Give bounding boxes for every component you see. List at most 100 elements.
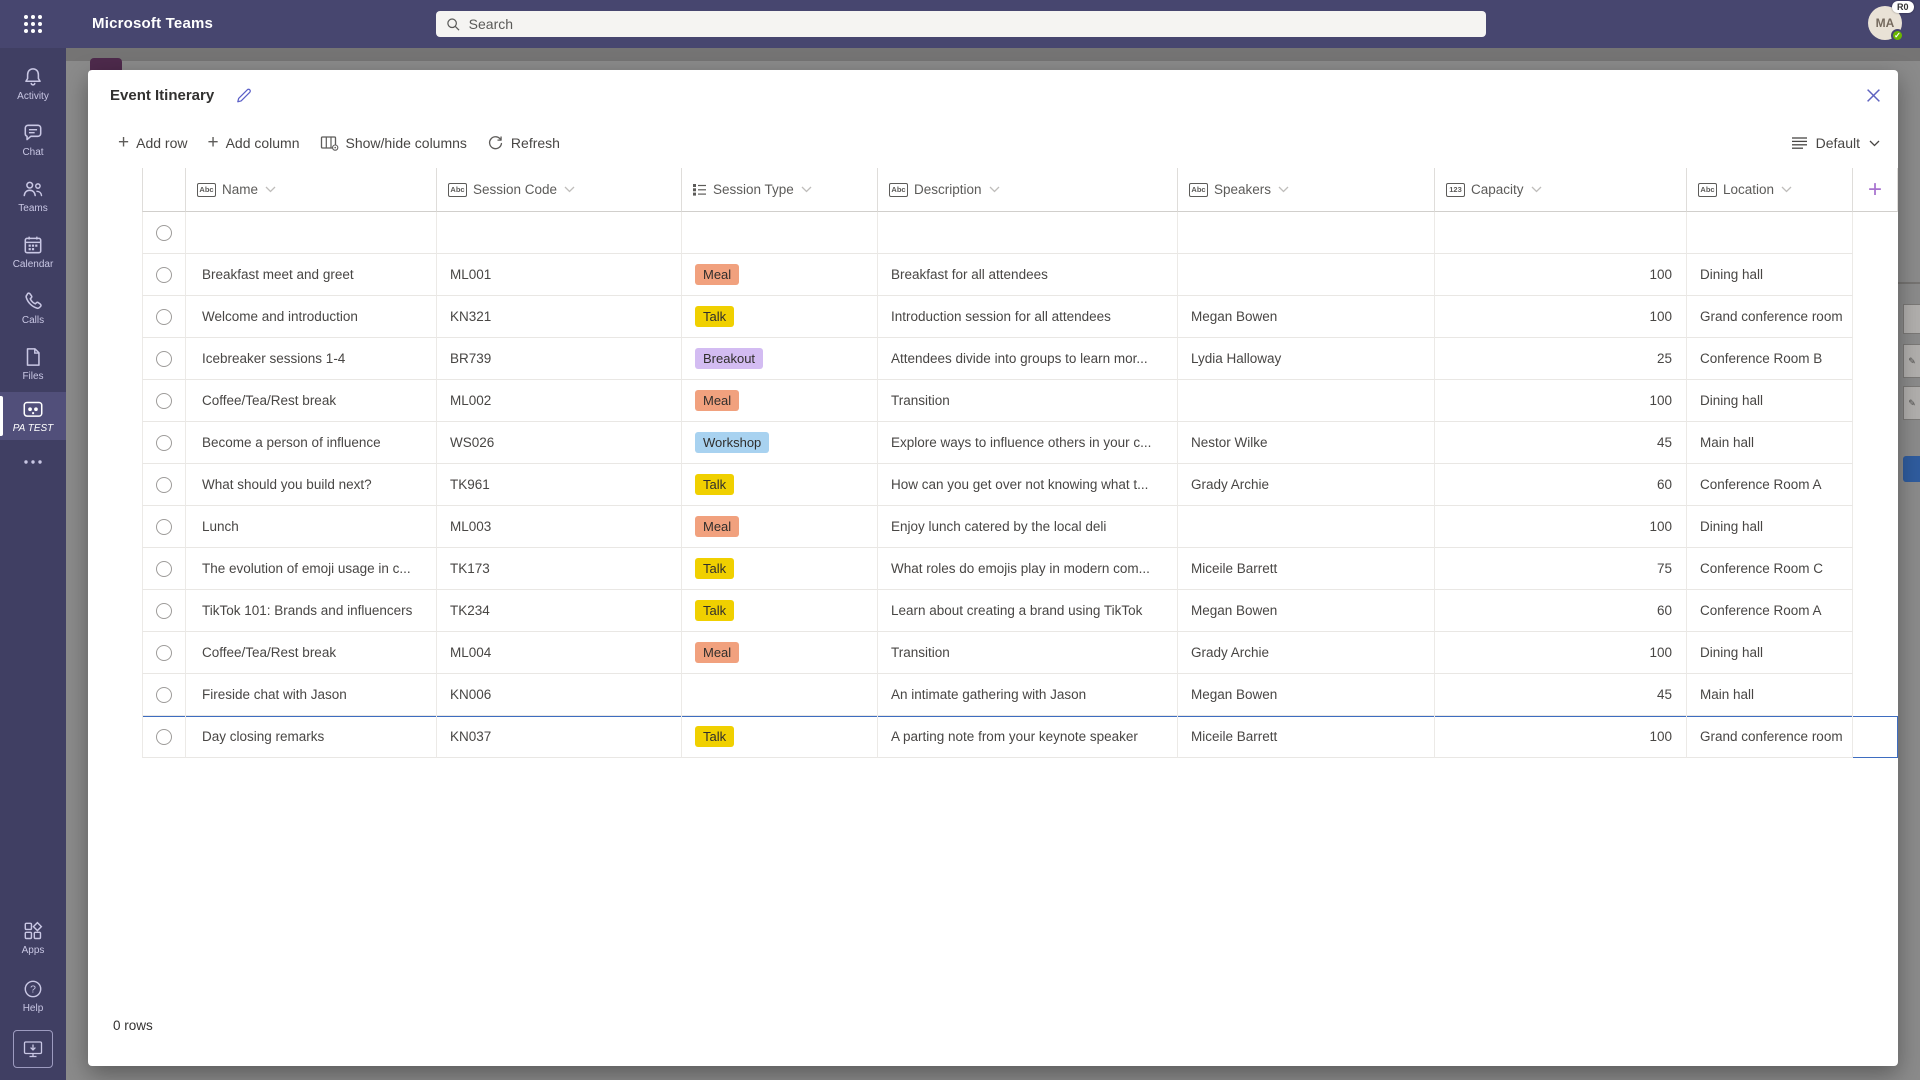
row-selector[interactable] <box>142 296 186 338</box>
cell-session-code[interactable]: KN006 <box>437 674 682 716</box>
cell-session-code[interactable]: ML003 <box>437 506 682 548</box>
cell-speakers[interactable] <box>1178 380 1435 422</box>
cell-session-type[interactable]: Meal <box>682 380 878 422</box>
row-selector[interactable] <box>142 464 186 506</box>
cell-session-code[interactable] <box>437 212 682 254</box>
cell-location[interactable]: Conference Room C <box>1687 548 1853 590</box>
cell-name[interactable]: Welcome and introduction <box>186 296 437 338</box>
cell-name[interactable] <box>186 212 437 254</box>
cell-capacity[interactable]: 100 <box>1435 716 1687 758</box>
cell-capacity[interactable]: 60 <box>1435 590 1687 632</box>
cell-capacity[interactable]: 60 <box>1435 464 1687 506</box>
cell-session-code[interactable]: ML002 <box>437 380 682 422</box>
column-header-capacity[interactable]: 123 Capacity <box>1435 168 1687 212</box>
cell-speakers[interactable]: Nestor Wilke <box>1178 422 1435 464</box>
cell-session-type[interactable] <box>682 212 878 254</box>
row-selector[interactable] <box>142 212 186 254</box>
cell-name[interactable]: The evolution of emoji usage in c... <box>186 548 437 590</box>
cell-name[interactable]: Coffee/Tea/Rest break <box>186 632 437 674</box>
cell-location[interactable] <box>1687 212 1853 254</box>
app-launcher-waffle-icon[interactable] <box>20 11 46 37</box>
column-header-session-code[interactable]: Abc Session Code <box>437 168 682 212</box>
sidebar-item-chat[interactable]: Chat <box>0 112 66 168</box>
cell-session-code[interactable]: BR739 <box>437 338 682 380</box>
sidebar-item-pa-test[interactable]: PA TEST <box>0 392 66 440</box>
cell-capacity[interactable]: 45 <box>1435 422 1687 464</box>
cell-speakers[interactable]: Miceile Barrett <box>1178 716 1435 758</box>
cell-description[interactable]: An intimate gathering with Jason <box>878 674 1178 716</box>
cell-name[interactable]: What should you build next? <box>186 464 437 506</box>
cell-session-type[interactable]: Talk <box>682 464 878 506</box>
sidebar-item-teams[interactable]: Teams <box>0 168 66 224</box>
cell-speakers[interactable] <box>1178 506 1435 548</box>
column-header-name[interactable]: Abc Name <box>186 168 437 212</box>
cell-description[interactable]: Transition <box>878 632 1178 674</box>
cell-location[interactable]: Conference Room A <box>1687 464 1853 506</box>
cell-location[interactable]: Grand conference room <box>1687 296 1853 338</box>
column-header-location[interactable]: Abc Location <box>1687 168 1853 212</box>
cell-description[interactable]: Introduction session for all attendees <box>878 296 1178 338</box>
cell-session-code[interactable]: KN321 <box>437 296 682 338</box>
sidebar-item-calls[interactable]: Calls <box>0 280 66 336</box>
row-selector[interactable] <box>142 506 186 548</box>
install-desktop-button[interactable] <box>13 1030 53 1068</box>
view-selector[interactable]: Default <box>1791 125 1880 161</box>
row-selector[interactable] <box>142 422 186 464</box>
cell-description[interactable]: Attendees divide into groups to learn mo… <box>878 338 1178 380</box>
sidebar-item-calendar[interactable]: Calendar <box>0 224 66 280</box>
cell-session-code[interactable]: ML004 <box>437 632 682 674</box>
search-box[interactable] <box>436 11 1486 37</box>
row-selector[interactable] <box>142 338 186 380</box>
cell-description[interactable]: Enjoy lunch catered by the local deli <box>878 506 1178 548</box>
add-row-button[interactable]: + Add row <box>118 133 187 152</box>
row-selector[interactable] <box>142 254 186 296</box>
cell-name[interactable]: TikTok 101: Brands and influencers <box>186 590 437 632</box>
cell-description[interactable]: Breakfast for all attendees <box>878 254 1178 296</box>
row-selector[interactable] <box>142 632 186 674</box>
row-selector[interactable] <box>142 548 186 590</box>
sidebar-more-icon[interactable] <box>0 440 66 484</box>
row-selector[interactable] <box>142 674 186 716</box>
cell-location[interactable]: Conference Room A <box>1687 590 1853 632</box>
avatar[interactable]: MA R0 ✓ <box>1868 1 1914 42</box>
cell-capacity[interactable]: 25 <box>1435 338 1687 380</box>
cell-session-code[interactable]: KN037 <box>437 716 682 758</box>
row-selector[interactable] <box>142 590 186 632</box>
sidebar-item-apps[interactable]: Apps <box>22 914 44 962</box>
cell-name[interactable]: Breakfast meet and greet <box>186 254 437 296</box>
row-selector[interactable] <box>142 380 186 422</box>
cell-session-type[interactable]: Talk <box>682 548 878 590</box>
cell-name[interactable]: Day closing remarks <box>186 716 437 758</box>
cell-location[interactable]: Grand conference room <box>1687 716 1853 758</box>
cell-session-type[interactable] <box>682 674 878 716</box>
cell-capacity[interactable] <box>1435 212 1687 254</box>
cell-session-type[interactable]: Talk <box>682 716 878 758</box>
close-dialog-button[interactable] <box>1860 82 1886 108</box>
edit-title-button[interactable] <box>232 84 255 107</box>
column-header-session-type[interactable]: Session Type <box>682 168 878 212</box>
cell-name[interactable]: Fireside chat with Jason <box>186 674 437 716</box>
cell-location[interactable]: Conference Room B <box>1687 338 1853 380</box>
search-input[interactable] <box>468 16 1476 32</box>
cell-session-code[interactable]: WS026 <box>437 422 682 464</box>
cell-description[interactable]: Learn about creating a brand using TikTo… <box>878 590 1178 632</box>
cell-session-type[interactable]: Breakout <box>682 338 878 380</box>
sidebar-item-activity[interactable]: Activity <box>0 56 66 112</box>
cell-description[interactable]: Transition <box>878 380 1178 422</box>
cell-location[interactable]: Dining hall <box>1687 254 1853 296</box>
add-column-header-button[interactable]: + <box>1853 168 1898 212</box>
cell-location[interactable]: Main hall <box>1687 674 1853 716</box>
cell-name[interactable]: Lunch <box>186 506 437 548</box>
column-header-speakers[interactable]: Abc Speakers <box>1178 168 1435 212</box>
cell-speakers[interactable]: Megan Bowen <box>1178 674 1435 716</box>
cell-speakers[interactable]: Megan Bowen <box>1178 590 1435 632</box>
cell-speakers[interactable]: Grady Archie <box>1178 632 1435 674</box>
cell-session-type[interactable]: Talk <box>682 296 878 338</box>
cell-location[interactable]: Dining hall <box>1687 380 1853 422</box>
cell-capacity[interactable]: 100 <box>1435 254 1687 296</box>
cell-name[interactable]: Coffee/Tea/Rest break <box>186 380 437 422</box>
cell-capacity[interactable]: 100 <box>1435 506 1687 548</box>
cell-session-code[interactable]: TK173 <box>437 548 682 590</box>
cell-description[interactable] <box>878 212 1178 254</box>
cell-session-type[interactable]: Workshop <box>682 422 878 464</box>
